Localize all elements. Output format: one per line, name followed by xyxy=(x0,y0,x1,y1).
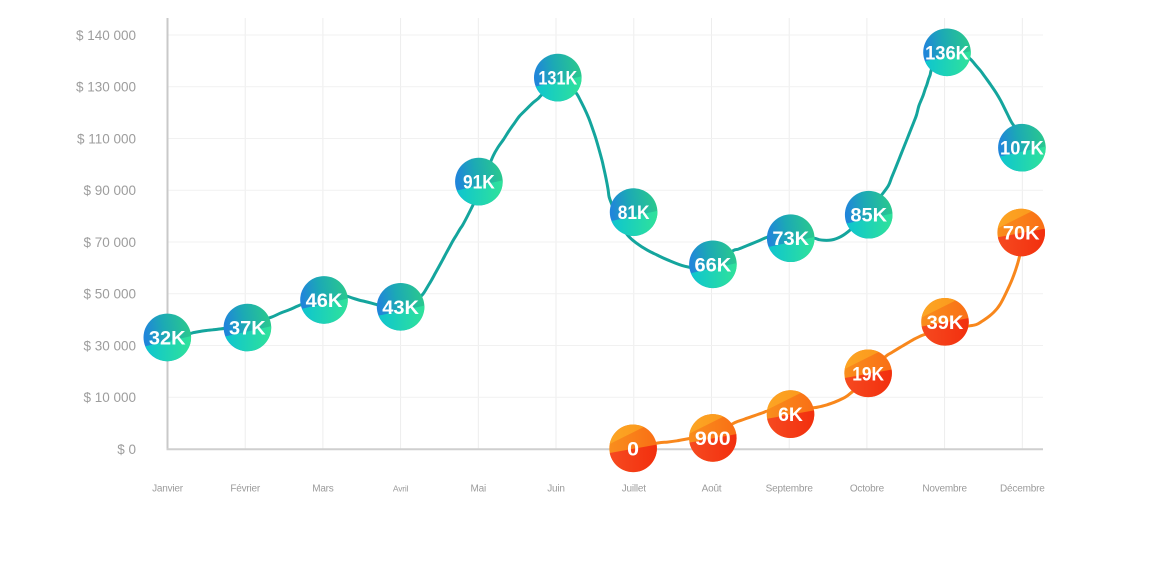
svg-text:107K: 107K xyxy=(1000,138,1044,160)
svg-text:$ 10 000: $ 10 000 xyxy=(83,390,136,405)
svg-text:46K: 46K xyxy=(306,290,343,312)
svg-text:$ 140 000: $ 140 000 xyxy=(76,28,136,43)
svg-text:39K: 39K xyxy=(927,312,964,334)
svg-text:43K: 43K xyxy=(382,297,419,319)
svg-text:73K: 73K xyxy=(772,228,809,250)
svg-text:$ 50 000: $ 50 000 xyxy=(83,287,136,302)
svg-text:136K: 136K xyxy=(925,42,969,64)
svg-text:91K: 91K xyxy=(463,172,495,194)
svg-text:Septembre: Septembre xyxy=(766,484,814,495)
svg-text:32K: 32K xyxy=(149,327,186,349)
svg-text:Février: Février xyxy=(230,484,261,495)
svg-text:Juillet: Juillet xyxy=(622,484,647,495)
svg-text:Mars: Mars xyxy=(312,484,334,495)
svg-text:Janvier: Janvier xyxy=(152,484,184,495)
svg-text:19K: 19K xyxy=(852,363,884,385)
svg-text:Juin: Juin xyxy=(547,484,565,495)
svg-text:$ 130 000: $ 130 000 xyxy=(76,80,136,95)
svg-text:70K: 70K xyxy=(1003,223,1040,245)
svg-text:81K: 81K xyxy=(618,202,650,224)
svg-text:Décembre: Décembre xyxy=(1000,484,1045,495)
svg-text:Octobre: Octobre xyxy=(850,484,885,495)
svg-text:$ 90 000: $ 90 000 xyxy=(83,183,136,198)
svg-text:131K: 131K xyxy=(538,68,577,90)
svg-text:Novembre: Novembre xyxy=(922,484,967,495)
svg-text:900: 900 xyxy=(695,428,731,450)
svg-text:85K: 85K xyxy=(850,205,887,227)
svg-text:$ 110 000: $ 110 000 xyxy=(77,131,136,146)
svg-text:0: 0 xyxy=(627,438,639,460)
svg-text:$ 30 000: $ 30 000 xyxy=(83,338,136,353)
svg-text:$ 0: $ 0 xyxy=(117,442,136,457)
svg-text:Août: Août xyxy=(702,484,722,495)
svg-text:6K: 6K xyxy=(778,404,803,426)
svg-text:Mai: Mai xyxy=(471,484,487,495)
svg-text:66K: 66K xyxy=(695,254,732,276)
svg-text:37K: 37K xyxy=(229,318,266,340)
svg-text:$ 70 000: $ 70 000 xyxy=(83,235,136,250)
svg-text:Avril: Avril xyxy=(393,484,409,494)
